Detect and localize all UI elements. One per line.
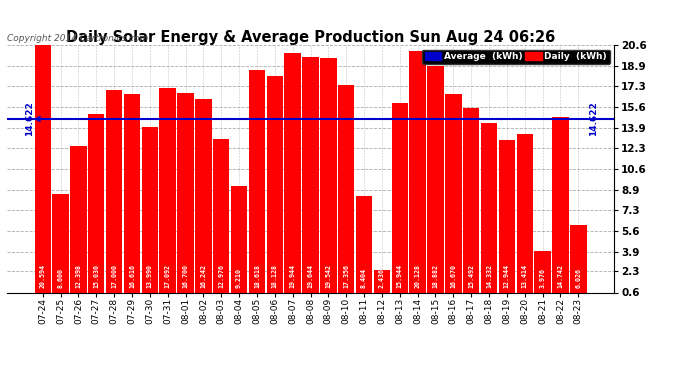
Text: 16.242: 16.242 — [200, 264, 206, 288]
Bar — [159, 88, 176, 300]
Text: 18.882: 18.882 — [433, 264, 438, 288]
Bar — [284, 53, 301, 300]
Bar — [70, 147, 87, 300]
Text: 9.210: 9.210 — [236, 267, 242, 288]
Bar — [177, 93, 194, 300]
Text: 15.944: 15.944 — [397, 264, 403, 288]
Bar — [445, 94, 462, 300]
Bar — [499, 140, 515, 300]
Text: 17.356: 17.356 — [343, 264, 349, 288]
Bar — [34, 45, 51, 300]
Text: 3.976: 3.976 — [540, 267, 546, 288]
Bar — [195, 99, 212, 300]
Text: 19.944: 19.944 — [290, 264, 295, 288]
Bar — [266, 76, 283, 300]
Bar — [481, 123, 497, 300]
Bar — [302, 57, 319, 300]
Text: Copyright 2014 Cartronics.com: Copyright 2014 Cartronics.com — [7, 34, 148, 43]
Text: 13.990: 13.990 — [147, 264, 152, 288]
Text: 20.128: 20.128 — [415, 264, 421, 288]
Text: 12.976: 12.976 — [218, 264, 224, 288]
Text: 14.622: 14.622 — [25, 102, 34, 136]
Bar — [338, 85, 355, 300]
Text: 6.026: 6.026 — [575, 267, 581, 288]
Text: 12.398: 12.398 — [75, 264, 81, 288]
Text: 18.618: 18.618 — [254, 264, 260, 288]
Bar — [106, 90, 122, 300]
Text: 13.414: 13.414 — [522, 264, 528, 288]
Text: 18.128: 18.128 — [272, 264, 278, 288]
Bar — [463, 108, 480, 300]
Text: 17.000: 17.000 — [111, 264, 117, 288]
Text: 14.332: 14.332 — [486, 264, 492, 288]
Bar — [517, 134, 533, 300]
Bar — [248, 69, 265, 300]
Text: 15.492: 15.492 — [469, 264, 474, 288]
Bar — [141, 127, 158, 300]
Bar — [52, 194, 69, 300]
Bar — [231, 186, 247, 300]
Bar — [534, 251, 551, 300]
Bar — [570, 225, 586, 300]
Legend: Average  (kWh), Daily  (kWh): Average (kWh), Daily (kWh) — [422, 50, 609, 64]
Text: 19.644: 19.644 — [308, 264, 313, 288]
Text: 16.670: 16.670 — [451, 264, 456, 288]
Text: 8.600: 8.600 — [57, 267, 63, 288]
Text: 14.622: 14.622 — [589, 102, 598, 136]
Bar — [88, 114, 104, 300]
Text: 14.742: 14.742 — [558, 264, 564, 288]
Bar — [409, 51, 426, 300]
Bar — [356, 196, 373, 300]
Bar — [391, 103, 408, 300]
Bar — [124, 94, 140, 300]
Text: 15.030: 15.030 — [93, 264, 99, 288]
Bar — [320, 58, 337, 300]
Text: 16.616: 16.616 — [129, 264, 135, 288]
Bar — [374, 270, 390, 300]
Text: 16.700: 16.700 — [183, 264, 188, 288]
Bar — [427, 66, 444, 300]
Text: 8.404: 8.404 — [361, 267, 367, 288]
Text: 12.944: 12.944 — [504, 264, 510, 288]
Bar — [213, 140, 230, 300]
Text: 20.594: 20.594 — [40, 264, 46, 288]
Text: 19.542: 19.542 — [326, 264, 331, 288]
Text: 17.092: 17.092 — [165, 264, 170, 288]
Title: Daily Solar Energy & Average Production Sun Aug 24 06:26: Daily Solar Energy & Average Production … — [66, 30, 555, 45]
Bar — [552, 117, 569, 300]
Text: 2.436: 2.436 — [379, 267, 385, 288]
